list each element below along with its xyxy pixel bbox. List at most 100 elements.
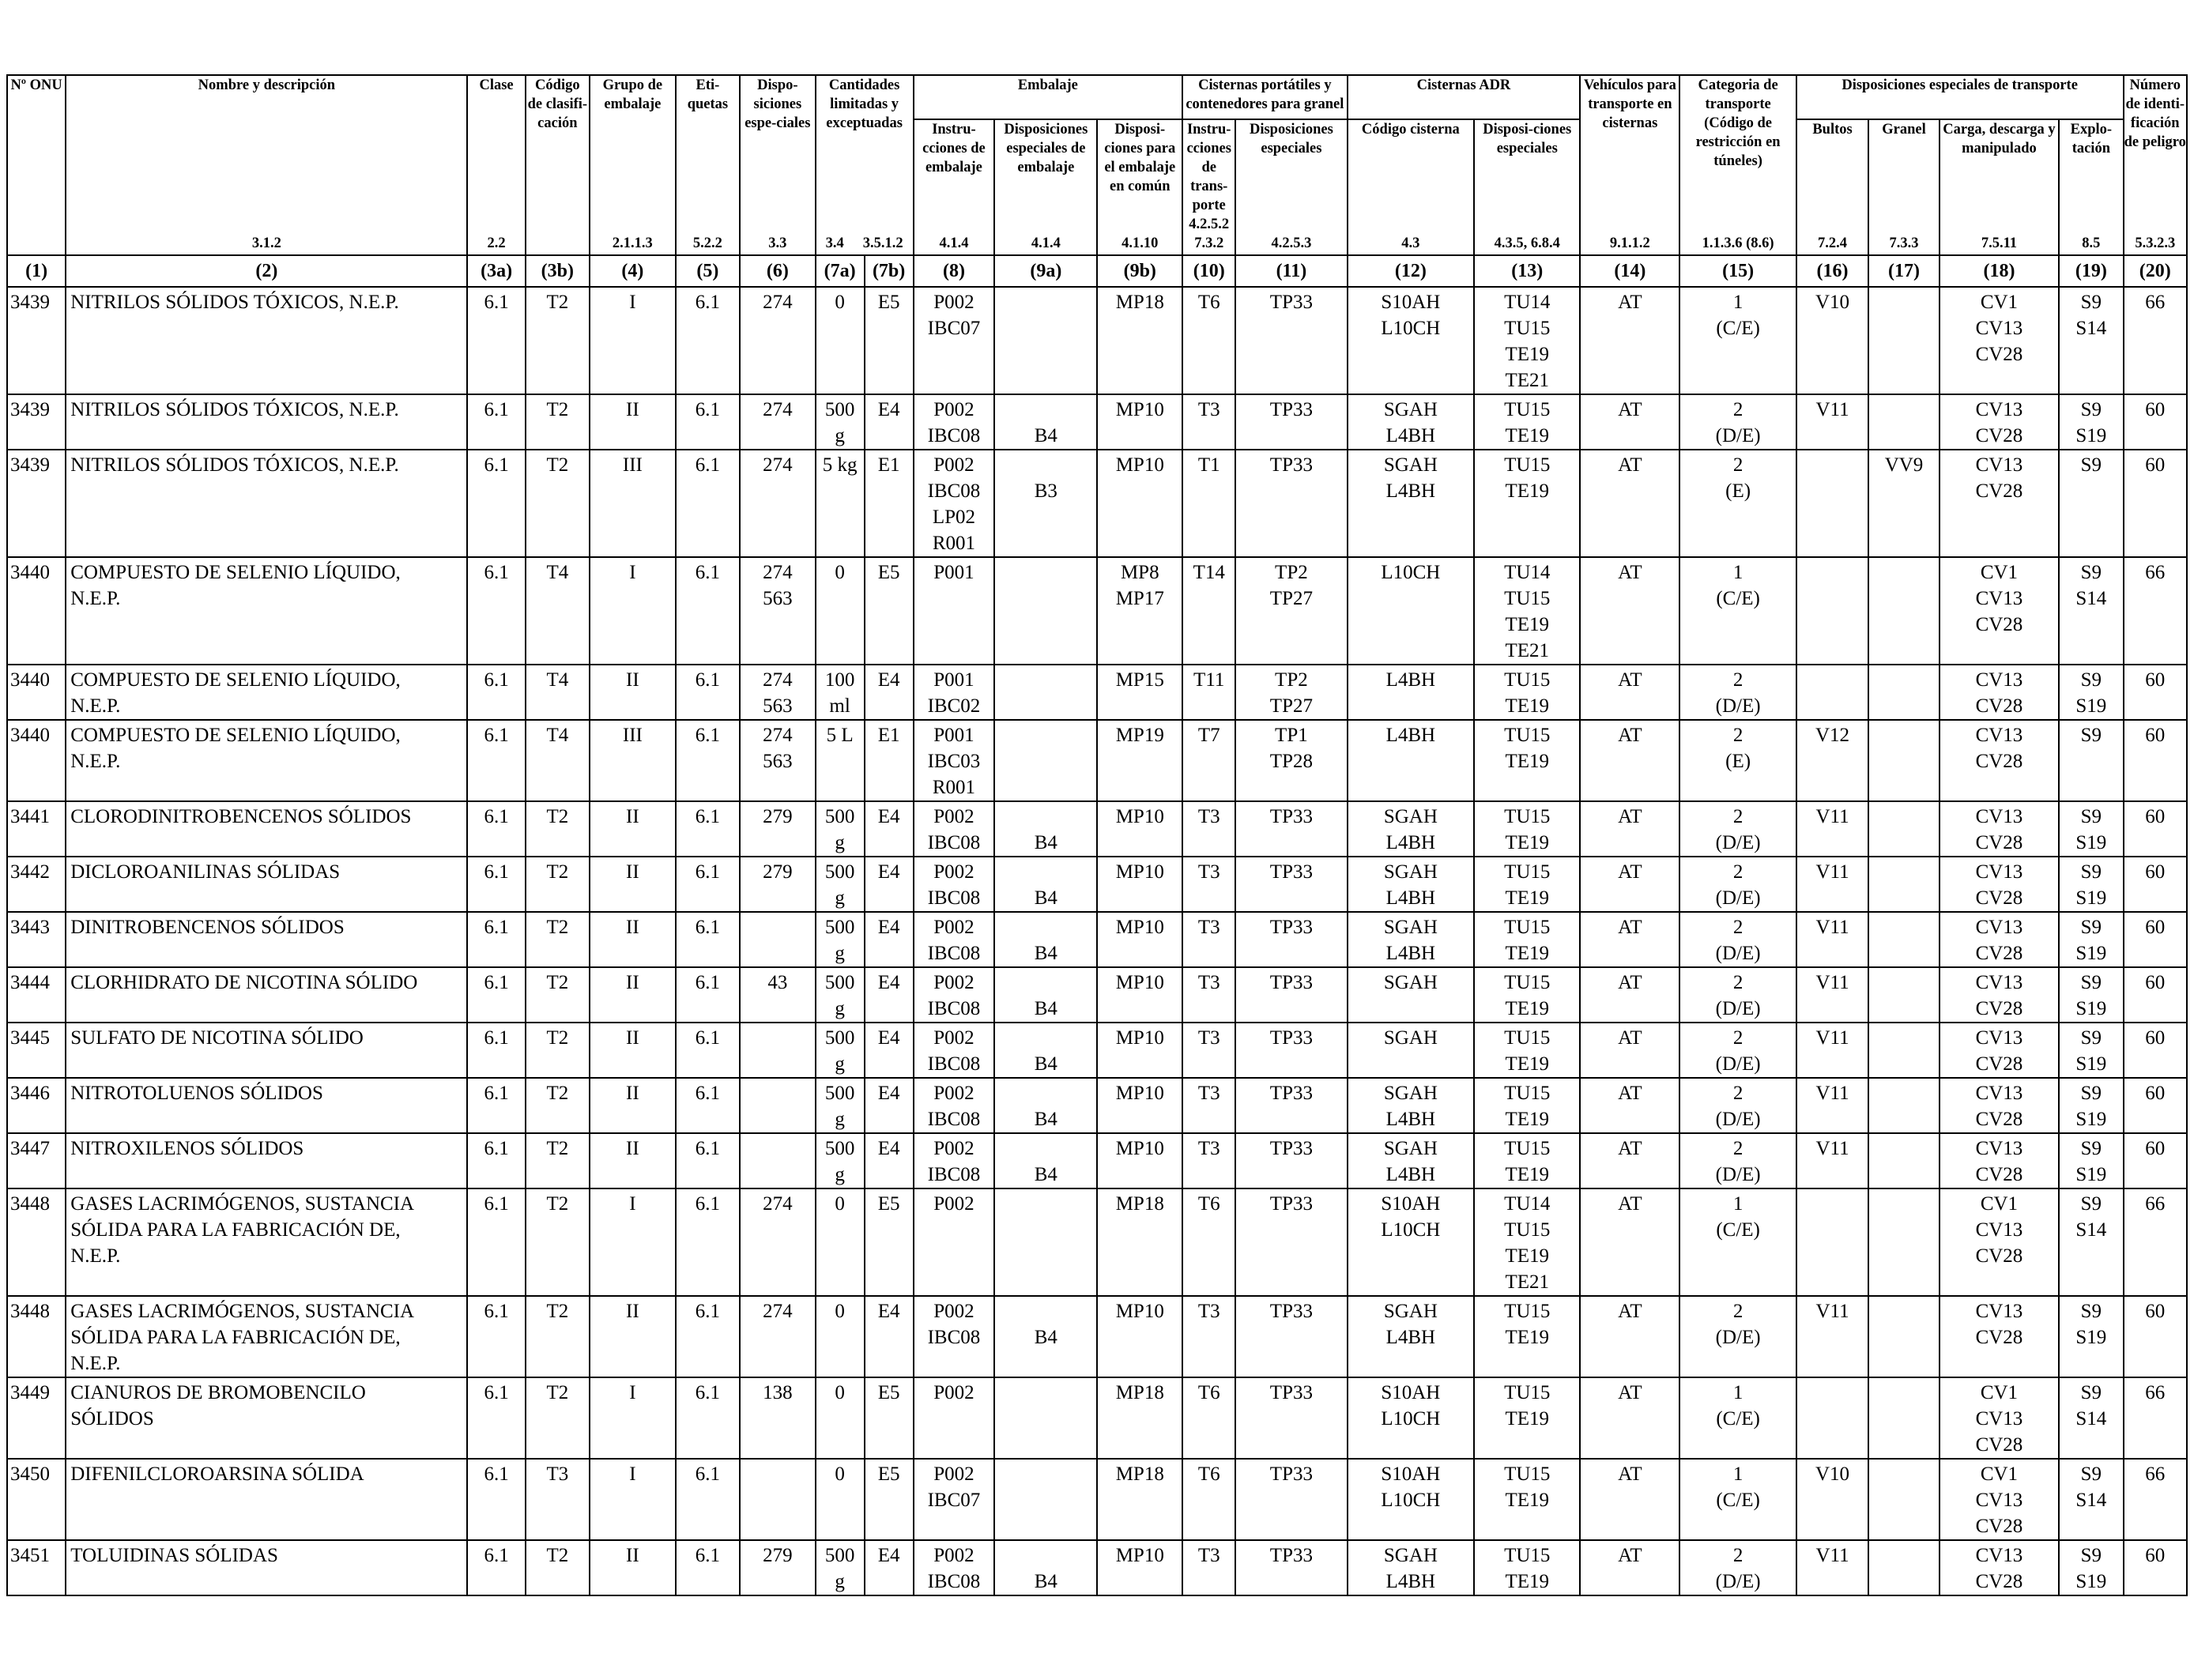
cell-line <box>741 1080 814 1106</box>
excepted-qty-cell: E1 <box>863 719 914 802</box>
header-ref: 7.2.4 <box>1818 235 1848 251</box>
packing-provisions-cell: B4 <box>993 1295 1099 1378</box>
adr-provisions-cell: TU15 TE19 <box>1473 664 1581 721</box>
special-provisions-cell: 279 <box>739 800 816 857</box>
cell-line: MP10 <box>1115 861 1164 883</box>
packages-cell: V11 <box>1795 1539 1870 1596</box>
col-operation-header: Explo-tación 8.5 <box>2058 119 2124 256</box>
tank-provisions-cell: TP33 <box>1235 1539 1348 1596</box>
operation-cell: S9 S19 <box>2058 1022 2124 1079</box>
cell-line: S19 <box>2075 832 2107 853</box>
excepted-qty-cell: E4 <box>863 1539 914 1596</box>
cell-line: DIFENILCLOROARSINA SÓLIDA <box>70 1463 364 1485</box>
cell-line <box>1870 289 1937 315</box>
adr-provisions-cell: TU15 TE19 <box>1473 966 1581 1023</box>
transport-category-cell: 2 (D/E) <box>1679 1295 1797 1378</box>
mixed-packing-cell: MP10 <box>1096 1295 1184 1378</box>
packing-provisions-cell <box>993 556 1099 665</box>
class-code-cell: T2 <box>524 1539 590 1596</box>
mixed-packing-cell: MP10 <box>1096 856 1184 913</box>
mixed-packing-cell: MP19 <box>1096 719 1184 802</box>
cell-line: T11 <box>1193 669 1225 691</box>
class-code-cell: T4 <box>524 664 590 721</box>
adr-provisions-cell: TU14 TU15 TE19 TE21 <box>1473 286 1581 395</box>
operation-cell: S9 S14 <box>2058 1458 2124 1541</box>
cell-line: S19 <box>2075 1109 2107 1130</box>
packing-provisions-cell <box>993 719 1099 802</box>
cell-line: II <box>626 1027 639 1049</box>
mixed-packing-cell: MP10 <box>1096 1077 1184 1134</box>
cell-line: AT <box>1618 725 1642 746</box>
column-number: (3a) <box>466 254 526 288</box>
name-cell: COMPUESTO DE SELENIO LÍQUIDO, N.E.P. <box>65 556 469 665</box>
adr-provisions-cell: TU15 TE19 <box>1473 1132 1581 1189</box>
loading-cell: CV13 CV28 <box>1938 664 2060 721</box>
cell-line: TE19 <box>1505 943 1550 964</box>
tank-instructions-cell: T3 <box>1182 1295 1237 1378</box>
header-ref <box>9 253 64 254</box>
cell-line: NITROXILENOS SÓLIDOS <box>70 1138 304 1159</box>
packing-provisions-cell: B4 <box>993 1077 1099 1134</box>
cell-line: P002 <box>933 1463 974 1485</box>
packing-provisions-cell: B4 <box>993 800 1099 857</box>
cell-line: T6 <box>1197 1463 1220 1485</box>
cell-line: T14 <box>1193 562 1225 583</box>
hazard-id-cell: 60 <box>2122 394 2188 450</box>
cell-line: CV28 <box>1975 751 2023 772</box>
column-number: (1) <box>6 254 67 288</box>
cell-line: S19 <box>2075 695 2107 717</box>
cell-line: 6.1 <box>695 454 721 476</box>
mixed-packing-cell: MP10 <box>1096 1022 1184 1079</box>
cell-line: CV13 <box>1975 861 2023 883</box>
tank-code-cell: SGAH L4BH <box>1346 394 1476 450</box>
loading-cell: CV13 CV28 <box>1938 800 2060 857</box>
mixed-packing-cell: MP10 <box>1096 1132 1184 1189</box>
cell-line: IBC08 <box>927 998 981 1019</box>
tank-instructions-cell: T3 <box>1182 1022 1237 1079</box>
cell-line: 2 <box>1732 861 1744 883</box>
cell-line: CV13 <box>1975 972 2023 993</box>
header-ref: 3.1.2 <box>251 235 281 251</box>
cell-line <box>996 1080 1095 1106</box>
cell-line: V11 <box>1815 1138 1849 1159</box>
cell-line: COMPUESTO DE SELENIO LÍQUIDO, <box>70 669 401 691</box>
header-ref: 4.1.10 <box>1122 235 1159 251</box>
cell-line: AT <box>1618 1301 1642 1322</box>
cell-line: S19 <box>2075 1327 2107 1348</box>
cell-line <box>1798 667 1867 693</box>
cell-line: NITRILOS SÓLIDOS TÓXICOS, N.E.P. <box>70 454 399 476</box>
cell-line: TP27 <box>1269 695 1313 717</box>
header-label: Disposi-ciones especiales <box>1483 122 1572 156</box>
packages-cell: V11 <box>1795 1022 1870 1079</box>
onu-cell: 3449 <box>6 1377 67 1460</box>
cell-line: 6.1 <box>484 861 509 883</box>
cell-line: T2 <box>546 1083 569 1104</box>
cell-line: TE19 <box>1505 344 1550 365</box>
adr-provisions-cell: TU15 TE19 <box>1473 856 1581 913</box>
cell-line: 0 <box>835 292 845 313</box>
packing-group-cell: II <box>588 1295 677 1378</box>
cell-line: E5 <box>877 562 900 583</box>
column-number: (9b) <box>1096 254 1184 288</box>
cell-line: E4 <box>877 1545 900 1566</box>
cell-line: MP15 <box>1115 669 1164 691</box>
cell-line: V11 <box>1815 399 1849 420</box>
header-label: Nº ONU <box>10 77 62 93</box>
adr-provisions-cell: TU15 TE19 <box>1473 800 1581 857</box>
cell-line: CV13 <box>1975 1027 2023 1049</box>
cell-line: 3450 <box>10 1463 50 1485</box>
cell-line: g <box>835 1109 845 1130</box>
bulk-cell <box>1868 719 1940 802</box>
cell-line: AT <box>1618 454 1642 476</box>
cell-line: 66 <box>2145 562 2166 583</box>
tank-vehicle-cell: AT <box>1579 664 1681 721</box>
bulk-cell <box>1868 856 1940 913</box>
cell-line: CV28 <box>1975 1109 2023 1130</box>
cell-line: L4BH <box>1385 1571 1436 1592</box>
cell-line: L10CH <box>1381 1490 1441 1511</box>
cell-line: TU15 <box>1504 1545 1551 1566</box>
tank-instructions-cell: T3 <box>1182 1132 1237 1189</box>
cell-line: IBC08 <box>927 1327 981 1348</box>
cell-line <box>996 1461 1095 1487</box>
transport-category-cell: 2 (D/E) <box>1679 856 1797 913</box>
